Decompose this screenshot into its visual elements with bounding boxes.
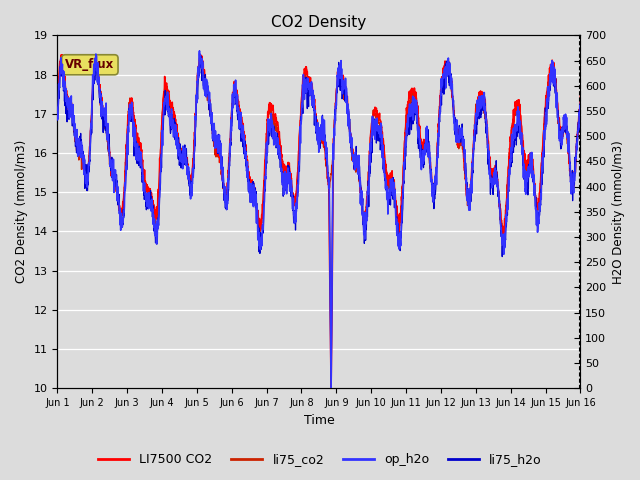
- Text: VR_flux: VR_flux: [65, 58, 115, 71]
- X-axis label: Time: Time: [303, 414, 334, 427]
- Y-axis label: H2O Density (mmol/m3): H2O Density (mmol/m3): [612, 140, 625, 284]
- Title: CO2 Density: CO2 Density: [271, 15, 367, 30]
- Y-axis label: CO2 Density (mmol/m3): CO2 Density (mmol/m3): [15, 140, 28, 284]
- Legend: LI7500 CO2, li75_co2, op_h2o, li75_h2o: LI7500 CO2, li75_co2, op_h2o, li75_h2o: [93, 448, 547, 471]
